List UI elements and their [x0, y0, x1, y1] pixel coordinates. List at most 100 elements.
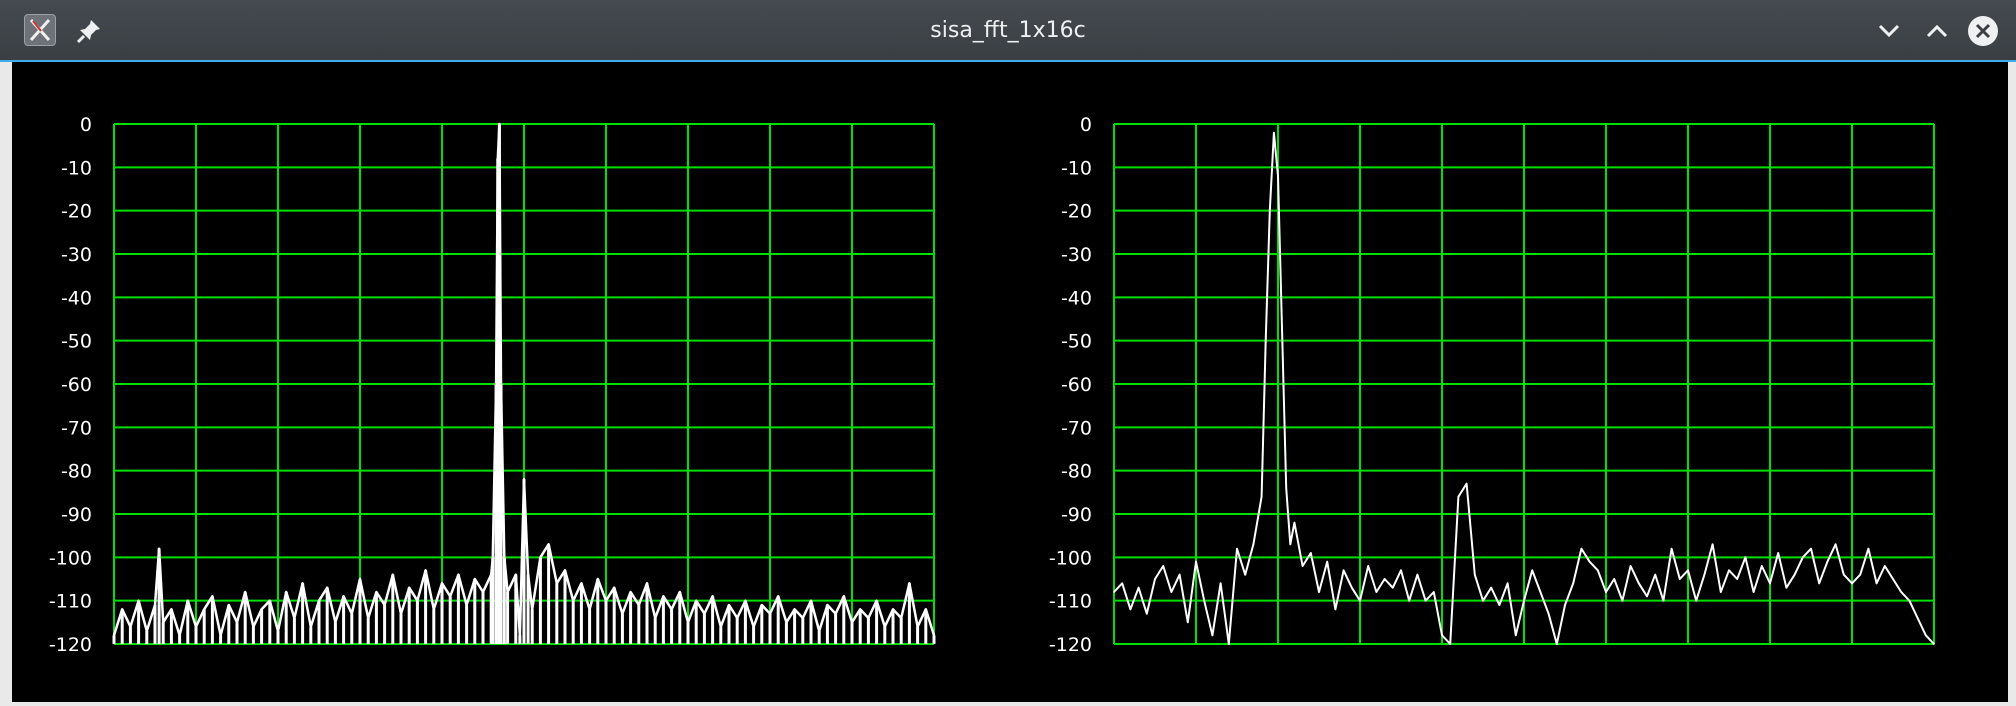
chart2-data-point [1523, 599, 1525, 602]
chart2-data-point [1433, 591, 1435, 593]
chart2-data-point [1572, 582, 1574, 585]
chart2-data-point [1703, 573, 1706, 576]
chart2-y-tick-label: -10 [1061, 157, 1092, 179]
chart2-data-point [1219, 582, 1222, 585]
chart2-data-point [1375, 591, 1378, 593]
chart2-data-point [1884, 565, 1886, 567]
chart1-y-tick-label: -10 [61, 157, 92, 179]
chart2-data-point [1342, 569, 1345, 572]
chart2-data-point [1244, 573, 1246, 576]
chart2-data-point [1392, 586, 1394, 589]
chart2-data-point [1170, 591, 1173, 593]
chart1-y-tick-label: -100 [49, 547, 92, 569]
chart2-data-point [1273, 131, 1275, 134]
chart2-data-point [1228, 643, 1230, 645]
chart2-data-point [1301, 565, 1304, 567]
chart2-data-point [1761, 565, 1763, 567]
chart1-y-tick-label: -70 [61, 417, 92, 439]
chart2-data-point [1121, 582, 1123, 585]
chart2-data-point [1826, 560, 1829, 563]
chart2-data-point [1646, 595, 1648, 598]
chart1-y-tick-label: -60 [61, 374, 92, 396]
chart2-data-point [1277, 175, 1279, 177]
close-circle-icon[interactable] [1966, 14, 2000, 48]
chart2-data-point [1195, 560, 1197, 563]
chart2-data-point [1580, 547, 1583, 550]
chart2-data-point [1318, 591, 1320, 593]
chart2-y-tick-label: -90 [1061, 504, 1092, 526]
chart2-data-point [1351, 586, 1353, 589]
chart2-data-point [1851, 582, 1853, 585]
chart2-y-tick-label: -70 [1061, 417, 1092, 439]
chart2-y-tick-label: -60 [1061, 374, 1092, 396]
chart2-data-point [1310, 552, 1312, 554]
chart2-data-point [1859, 573, 1861, 576]
chart2-data-point [1367, 565, 1369, 567]
chart2-data-point [1744, 556, 1747, 559]
chart2-data-point [1285, 487, 1287, 489]
chart2-data-point [1457, 495, 1460, 498]
plot-area: 0 -10 -20 -30 -40 -50 -60 -70 -80 -90 -100 -110 -120… [12, 62, 2008, 702]
chart2-data-point [1662, 599, 1665, 602]
chart1-y-tick-label: -40 [61, 287, 92, 309]
chart2-data-point [1925, 634, 1927, 637]
chart1-y-tick-label: 0 [80, 114, 92, 136]
chart2-data-point [1416, 573, 1419, 576]
chart2-data-point [1720, 591, 1722, 593]
chart2-data-point [1252, 543, 1255, 546]
chart2-data-point [1785, 586, 1788, 589]
chart2-data-point [1597, 569, 1599, 572]
chart2-data-point [1539, 591, 1542, 593]
chart2-data-point [1211, 634, 1214, 637]
chart2-data-point [1892, 578, 1894, 580]
chevron-down-icon[interactable] [1872, 14, 1906, 48]
chart2-y-tick-label: -110 [1049, 591, 1092, 613]
chart2-data-point [1711, 543, 1714, 546]
chart2-data-point [1264, 339, 1267, 342]
chart2-data-point [1547, 612, 1550, 615]
title-bar[interactable]: sisa_fft_1x16c [0, 0, 2016, 62]
chart2-data-point [1629, 565, 1632, 567]
chart2-data-point [1875, 582, 1878, 585]
chart2-data-point [1269, 209, 1271, 212]
chart2-y-tick-label: -80 [1061, 461, 1092, 483]
chevron-up-icon[interactable] [1920, 14, 1954, 48]
chart2-data-point [1654, 573, 1656, 576]
chart2-data-point [1531, 569, 1533, 572]
chart2-data-point [1900, 591, 1902, 593]
chart2-data-point [1564, 604, 1566, 606]
chart2-data-point [1326, 560, 1328, 563]
fft-plots-svg: 0-10-20-30-40-50-60-70-80-90-100-110-120… [49, 114, 1935, 656]
chart2-data-point [1556, 643, 1558, 645]
chart2-data-point [1187, 621, 1189, 624]
chart2-data-point [1834, 543, 1837, 546]
chart1-y-tick-label: -110 [49, 591, 92, 613]
chart2-data-point [1203, 599, 1205, 602]
chart2-data-point [1465, 482, 1468, 485]
chart2-y-tick-label: -30 [1061, 244, 1092, 266]
chart2-data-point [1236, 547, 1238, 550]
x11-app-icon[interactable] [24, 14, 56, 46]
chart2-data-point [1162, 565, 1164, 567]
chart2-data-point [1178, 573, 1181, 576]
chart2-data-point [1498, 604, 1501, 606]
chart2-data-point [1400, 569, 1402, 572]
chart2-data-point [1506, 582, 1509, 585]
chart1-y-tick-label: -30 [61, 244, 92, 266]
chart1-y-tick-label: -120 [49, 634, 92, 656]
chart2-data-point [1605, 591, 1607, 593]
pin-icon[interactable] [74, 16, 104, 46]
chart2-data-point [1441, 634, 1443, 637]
chart2-data-point [1916, 617, 1919, 619]
chart2-data-point [1933, 643, 1935, 645]
chart2-data-point [1154, 578, 1156, 580]
chart2-data-point [1752, 591, 1755, 593]
chart2-data-point [1679, 578, 1681, 580]
chart2-data-point [1449, 643, 1451, 645]
chart2-data-point [1908, 599, 1911, 602]
chart2-data-point [1777, 552, 1779, 554]
chart2-y-tick-label: 0 [1080, 114, 1092, 136]
chart2-data-point [1695, 599, 1697, 602]
chart2-data-point [1359, 599, 1361, 602]
